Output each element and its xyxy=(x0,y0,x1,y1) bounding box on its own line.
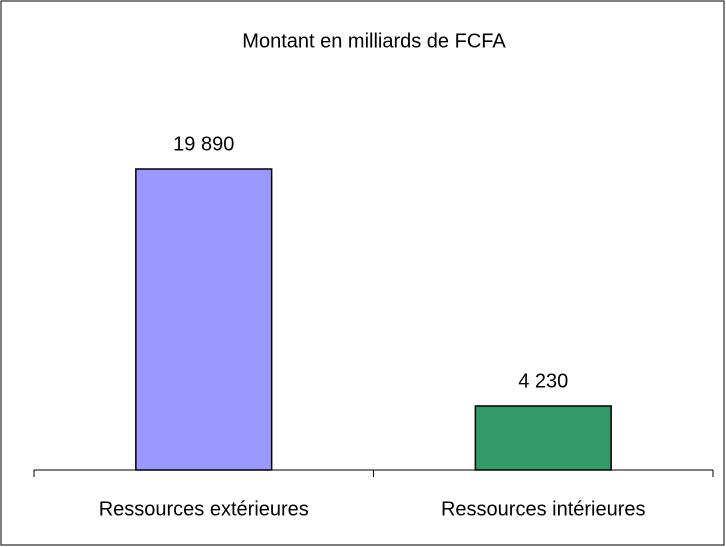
bar xyxy=(474,405,612,471)
x-tick-label: Ressources intérieures xyxy=(441,498,646,520)
value-label: 19 890 xyxy=(173,133,234,155)
bar xyxy=(135,168,273,471)
x-tick-label: Ressources extérieures xyxy=(99,498,309,520)
value-label: 4 230 xyxy=(518,370,568,392)
chart-title: Montant en milliards de FCFA xyxy=(242,30,506,52)
